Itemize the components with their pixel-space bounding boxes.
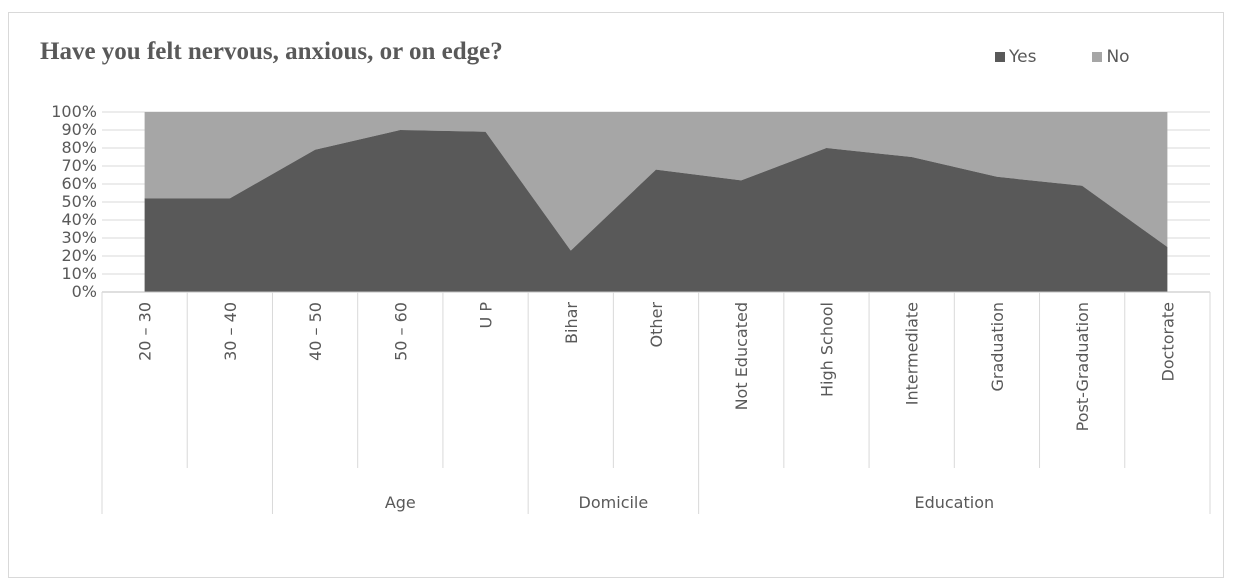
legend-item-yes: Yes [995,47,1036,67]
x-category-label: U P [477,302,496,329]
y-tick-label: 70% [61,156,97,175]
chart-title: Have you felt nervous, anxious, or on ed… [40,38,503,65]
legend-label-yes: Yes [1009,47,1037,67]
x-category-label: Other [647,302,666,348]
x-category-label: Intermediate [903,302,922,405]
y-tick-label: 90% [61,120,97,139]
series-area-no [144,112,1168,251]
x-category-label: 50 – 60 [391,302,410,361]
x-group-label: Age [385,493,416,512]
legend: Yes No [995,47,1130,67]
x-category-label: Post-Graduation [1073,302,1092,431]
x-category-label: Graduation [988,302,1007,392]
series-area-yes [144,130,1168,292]
y-tick-label: 60% [61,174,97,193]
y-tick-label: 40% [61,210,97,229]
y-tick-label: 100% [51,102,97,121]
x-category-label: Doctorate [1158,302,1177,381]
legend-swatch-yes [995,52,1005,62]
x-group-label: Education [914,493,994,512]
x-category-label: 20 – 30 [136,302,155,361]
legend-swatch-no [1092,52,1103,62]
legend-item-no: No [1092,47,1130,67]
x-category-label: Bihar [562,302,581,344]
y-tick-label: 50% [61,192,97,211]
x-category-label: 30 – 40 [221,302,240,361]
y-tick-label: 20% [61,246,97,265]
y-tick-label: 30% [61,228,97,247]
y-tick-label: 80% [61,138,97,157]
x-group-label: Domicile [579,493,649,512]
y-tick-label: 0% [72,282,97,301]
chart-frame [8,12,1224,578]
x-category-label: High School [817,302,836,397]
y-tick-label: 10% [61,264,97,283]
legend-label-no: No [1106,47,1130,67]
x-category-label: 40 – 50 [306,302,325,361]
x-category-label: Not Educated [732,302,751,410]
